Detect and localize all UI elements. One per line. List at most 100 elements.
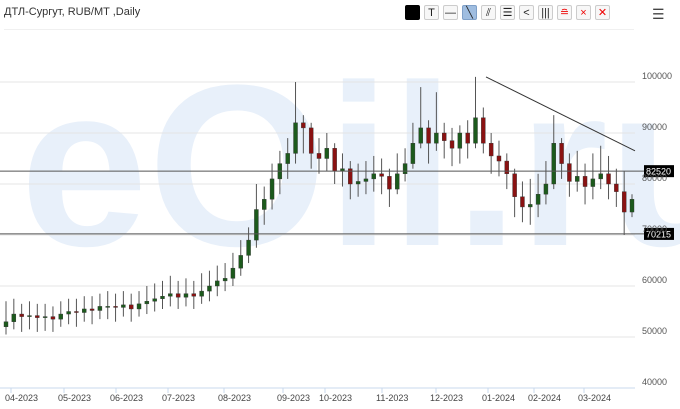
x-tick-label: 09-2023 [277, 393, 310, 403]
candle-body [207, 285, 212, 292]
x-tick-label: 01-2024 [482, 393, 515, 403]
candle-body [136, 303, 142, 310]
candle-body [449, 140, 455, 149]
candle-body [348, 168, 353, 185]
candle-body [308, 127, 314, 154]
x-tick-label: 08-2023 [218, 393, 251, 403]
candle-body [559, 142, 564, 164]
candle-body [35, 315, 40, 318]
candle-body [105, 306, 110, 308]
horizontal-line-icon[interactable]: — [443, 5, 458, 20]
candle-body [332, 148, 337, 172]
drawing-toolbar: T — ╲ ⫽ ☰ < ||| ≘ × ✕ [405, 5, 610, 20]
candle-body [42, 316, 48, 318]
candle-body [543, 183, 549, 195]
candle-body [50, 316, 56, 320]
candle-body [512, 173, 517, 197]
candle-body [144, 301, 150, 305]
level-label-box [644, 165, 674, 178]
candle-body [371, 173, 376, 180]
candle-body [74, 311, 79, 313]
trend-line [485, 76, 636, 152]
level-label: 70215 [646, 229, 671, 239]
vertical-lines-icon[interactable]: ||| [538, 5, 553, 20]
delete-all-icon[interactable]: ✕ [595, 5, 610, 20]
candle-body [395, 173, 400, 190]
candle-body [621, 191, 627, 213]
candle-body [175, 293, 181, 298]
candle-body [457, 132, 463, 149]
x-tick-label: 11-2023 [376, 393, 408, 403]
level-label-box [644, 227, 674, 240]
candle-body [254, 209, 259, 241]
fan-icon[interactable]: < [519, 5, 534, 20]
x-tick-label: 10-2023 [319, 393, 352, 403]
text-tool-icon[interactable]: T [424, 5, 439, 20]
x-tick-label: 02-2024 [528, 393, 561, 403]
candle-body [215, 280, 220, 287]
parallel-channel-icon[interactable]: ⫽ [481, 5, 496, 20]
candle-body [27, 315, 32, 317]
candle-body [582, 176, 588, 187]
trend-line-icon[interactable]: ╲ [462, 5, 477, 20]
candle-body [19, 313, 24, 317]
candle-body [434, 132, 439, 144]
candle-body [66, 311, 71, 315]
candle-body [379, 173, 384, 177]
candle-body [168, 293, 173, 297]
candle-body [606, 173, 611, 185]
candle-body [387, 176, 392, 190]
candle-body [465, 132, 470, 144]
candle-body [285, 153, 290, 164]
candle-body [246, 239, 251, 256]
candle-body [418, 127, 423, 144]
candle-body [160, 296, 165, 299]
y-tick-label: 90000 [642, 122, 667, 132]
y-tick-label: 100000 [642, 71, 672, 81]
candle-body [199, 290, 204, 297]
candle-body [191, 293, 197, 297]
horizontal-lines-icon[interactable]: ☰ [500, 5, 515, 20]
candle-body [262, 199, 267, 210]
candle-body [183, 293, 189, 298]
x-tick-label: 07-2023 [162, 393, 195, 403]
candle-body [504, 160, 509, 175]
color-swatch-icon[interactable] [405, 5, 420, 20]
candle-body [598, 173, 603, 180]
delete-icon[interactable]: × [576, 5, 591, 20]
candle-body [238, 255, 243, 269]
x-tick-label: 12-2023 [430, 393, 463, 403]
y-tick-label: 40000 [642, 377, 667, 387]
candle-body [488, 142, 494, 157]
candle-body [293, 122, 298, 154]
candle-body [82, 308, 87, 313]
candle-body [121, 304, 126, 308]
candle-body [590, 178, 596, 187]
x-tick-label: 05-2023 [58, 393, 91, 403]
candle-body [269, 178, 275, 200]
hamburger-icon[interactable]: ☰ [652, 6, 665, 22]
candle-body [551, 142, 556, 185]
candle-body [113, 306, 118, 308]
candle-body [324, 148, 330, 159]
candle-body [575, 176, 580, 182]
candle-body [89, 308, 95, 311]
candle-body [496, 155, 502, 162]
candle-body [316, 153, 322, 159]
candle-body [222, 278, 228, 282]
candle-body [58, 313, 63, 320]
candle-body [520, 196, 525, 208]
candle-body [481, 117, 486, 144]
candle-body [363, 178, 369, 182]
x-tick-label: 03-2024 [578, 393, 611, 403]
chart-title: ДТЛ-Сургут, RUB/MT ,Daily [4, 6, 141, 18]
candle-body [152, 298, 157, 302]
candle-body [528, 204, 533, 208]
layers-icon[interactable]: ≘ [557, 5, 572, 20]
candle-body [535, 193, 541, 205]
candle-body [97, 306, 103, 311]
candle-body [614, 183, 619, 192]
candle-body [355, 181, 361, 185]
candle-body [629, 199, 635, 213]
